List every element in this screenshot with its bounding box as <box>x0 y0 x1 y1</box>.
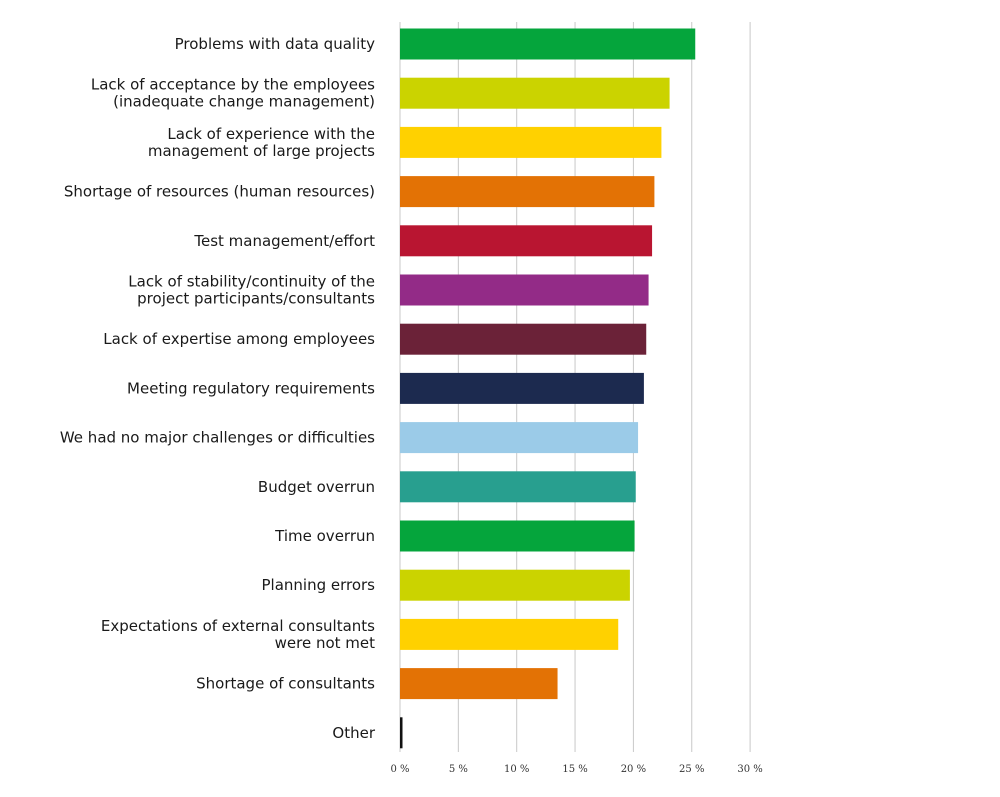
category-label: Test management/effort <box>193 232 375 250</box>
category-label: Other <box>332 724 375 742</box>
x-tick-label: 20 % <box>621 764 646 775</box>
bar <box>400 520 635 552</box>
bar <box>400 569 630 601</box>
category-label: Lack of experience with the management of… <box>148 125 375 160</box>
category-label: Shortage of consultants <box>196 675 375 693</box>
category-label: Lack of stability/continuity of the proje… <box>128 273 375 308</box>
category-label: Lack of expertise among employees <box>103 330 375 348</box>
category-label: Budget overrun <box>258 478 375 496</box>
category-label: Expectations of external consultants were… <box>101 617 375 652</box>
bar <box>400 618 619 650</box>
bars <box>400 28 696 749</box>
category-label: Lack of acceptance by the employees (inad… <box>91 76 375 111</box>
category-label: Planning errors <box>261 576 375 594</box>
category-label: Problems with data quality <box>175 35 375 53</box>
bar <box>400 176 655 208</box>
bar <box>400 126 662 158</box>
x-tick-label: 15 % <box>562 764 587 775</box>
bar <box>400 471 636 503</box>
category-label: Meeting regulatory requirements <box>127 379 375 397</box>
x-tick-label: 5 % <box>449 764 468 775</box>
bar <box>400 372 644 404</box>
category-label: We had no major challenges or difficulti… <box>60 429 375 447</box>
bar <box>400 77 670 109</box>
bar <box>400 717 403 749</box>
bar <box>400 225 653 257</box>
x-tick-label: 30 % <box>737 764 762 775</box>
bar <box>400 28 696 60</box>
bar <box>400 274 649 306</box>
category-label: Time overrun <box>274 527 375 545</box>
x-tick-label: 0 % <box>390 764 409 775</box>
bar <box>400 422 639 454</box>
category-labels: Problems with data quality Lack of accept… <box>60 35 376 742</box>
x-tick-label: 25 % <box>679 764 704 775</box>
x-axis-ticks: 0 % 5 % 10 % 15 % 20 % 25 % 30 % <box>390 764 762 775</box>
bar <box>400 323 647 355</box>
x-tick-label: 10 % <box>504 764 529 775</box>
category-label: Shortage of resources (human resources) <box>64 183 375 201</box>
bar <box>400 668 558 700</box>
